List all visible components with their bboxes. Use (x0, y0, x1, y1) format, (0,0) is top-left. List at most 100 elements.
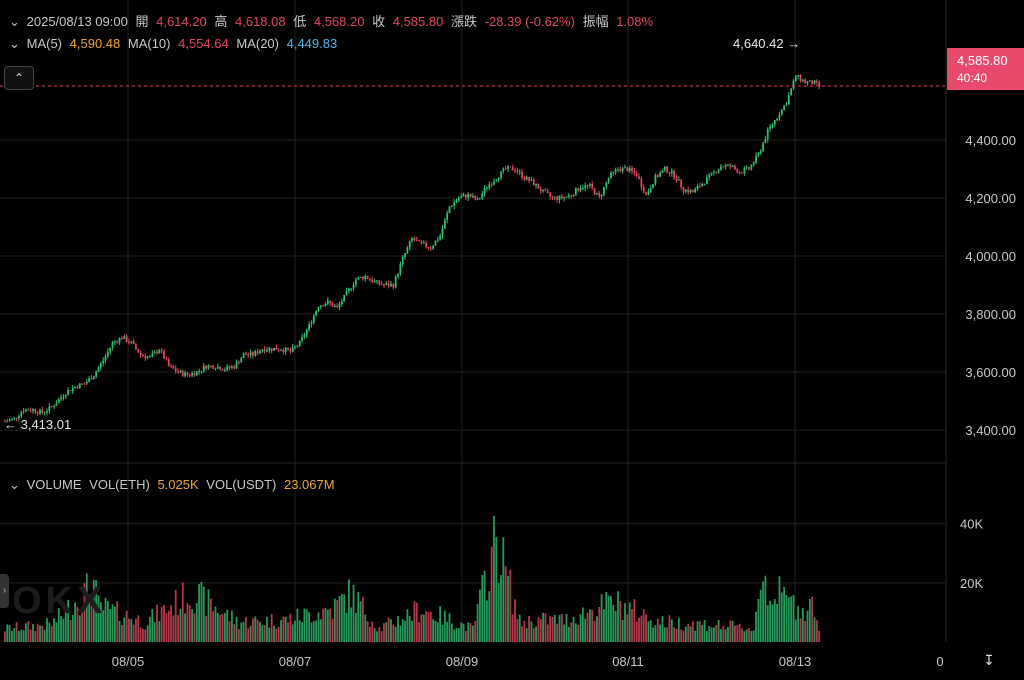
candle-body (474, 196, 477, 200)
chevron-down-icon[interactable]: ⌄ (9, 477, 20, 492)
volume-bar (778, 576, 781, 642)
candle-body (710, 172, 713, 175)
volume-bar (684, 626, 687, 642)
volume-bar (815, 620, 818, 642)
volume-bar (565, 613, 568, 642)
candle-body (425, 242, 427, 247)
time-tick-label: 08/11 (612, 654, 644, 669)
amplitude-value: 1.08% (616, 14, 654, 29)
candle-body (567, 195, 570, 197)
candle-body (18, 416, 20, 418)
candle-body (55, 403, 58, 406)
vol-eth-label: VOL(ETH) (89, 477, 150, 492)
volume-bar (336, 600, 339, 642)
volume-bar (734, 625, 736, 642)
candle-body (544, 189, 547, 192)
candle-body (720, 166, 722, 170)
volume-bar (48, 622, 51, 642)
volume-bar (99, 602, 102, 642)
candle-body (383, 284, 385, 286)
candle-body (139, 352, 142, 355)
side-panel-handle[interactable]: › (0, 574, 9, 608)
candle-body (794, 76, 797, 81)
candle-body (352, 284, 355, 289)
volume-bar (687, 624, 690, 642)
candle-body (612, 171, 615, 174)
candle-body (509, 166, 512, 168)
candle-body (46, 410, 48, 413)
volume-bar (439, 606, 442, 642)
candle-body (783, 105, 786, 110)
candle-body (815, 80, 818, 83)
volume-bar (55, 622, 58, 642)
volume-bar (97, 595, 100, 642)
chevron-down-icon[interactable]: ⌄ (9, 14, 20, 29)
volume-bar (514, 599, 516, 642)
volume-bar (619, 601, 622, 642)
candle-body (422, 242, 425, 244)
candle-body (254, 351, 257, 356)
candle-body (574, 188, 577, 196)
volume-bar (710, 627, 713, 642)
volume-bar (324, 607, 327, 642)
candle-body (640, 178, 643, 188)
candle-body (558, 195, 561, 200)
candle-body (275, 348, 278, 350)
volume-bar (69, 620, 72, 642)
candle-body (95, 371, 98, 377)
candle-body (441, 228, 444, 236)
volume-bar (125, 610, 128, 642)
volume-bar (357, 591, 360, 642)
collapse-button[interactable]: ⌃ (4, 66, 34, 90)
candle-body (443, 220, 446, 229)
candle-body (776, 118, 778, 121)
volume-bar (373, 628, 376, 642)
candle-body (179, 370, 182, 373)
candle-body (76, 386, 79, 389)
candle-body (390, 284, 392, 287)
candle-body (411, 237, 413, 242)
volume-bar (474, 620, 477, 642)
candle-body (434, 240, 437, 246)
candle-body (198, 370, 201, 372)
price-tick-label: 4,200.00 (965, 191, 1016, 206)
volume-bar (759, 589, 762, 642)
volume-bar (102, 610, 105, 642)
volume-bar (149, 616, 151, 642)
volume-bar (151, 609, 154, 642)
volume-bar (146, 625, 149, 642)
volume-bar (598, 606, 601, 642)
volume-bar (53, 618, 55, 642)
volume-bar (535, 626, 537, 642)
candle-body (539, 188, 542, 192)
candle-body (427, 246, 430, 248)
candle-body (364, 276, 367, 280)
candle-body (460, 196, 463, 199)
candle-body (378, 280, 381, 284)
chevron-down-icon[interactable]: ⌄ (9, 36, 20, 51)
volume-bar (694, 630, 697, 642)
candle-body (326, 300, 329, 305)
candle-body (111, 342, 114, 348)
candle-body (317, 307, 320, 312)
candle-body (553, 196, 556, 198)
candle-body (223, 370, 226, 372)
candle-body (8, 419, 11, 421)
volume-bar (666, 627, 669, 642)
volume-bar (322, 608, 325, 642)
candle-body (6, 420, 9, 422)
candle-body (282, 350, 285, 353)
candle-body (308, 323, 310, 330)
candle-body (741, 172, 743, 174)
candle-body (457, 198, 460, 201)
candle-body (738, 172, 741, 174)
volume-bar (528, 615, 530, 642)
candle-body (691, 190, 694, 193)
candle-body (684, 189, 687, 192)
candle-body (41, 409, 44, 413)
volume-bar (677, 617, 680, 642)
reset-scale-button[interactable]: ↧ (980, 652, 998, 670)
volume-bar (167, 610, 170, 642)
candle-body (462, 194, 465, 197)
